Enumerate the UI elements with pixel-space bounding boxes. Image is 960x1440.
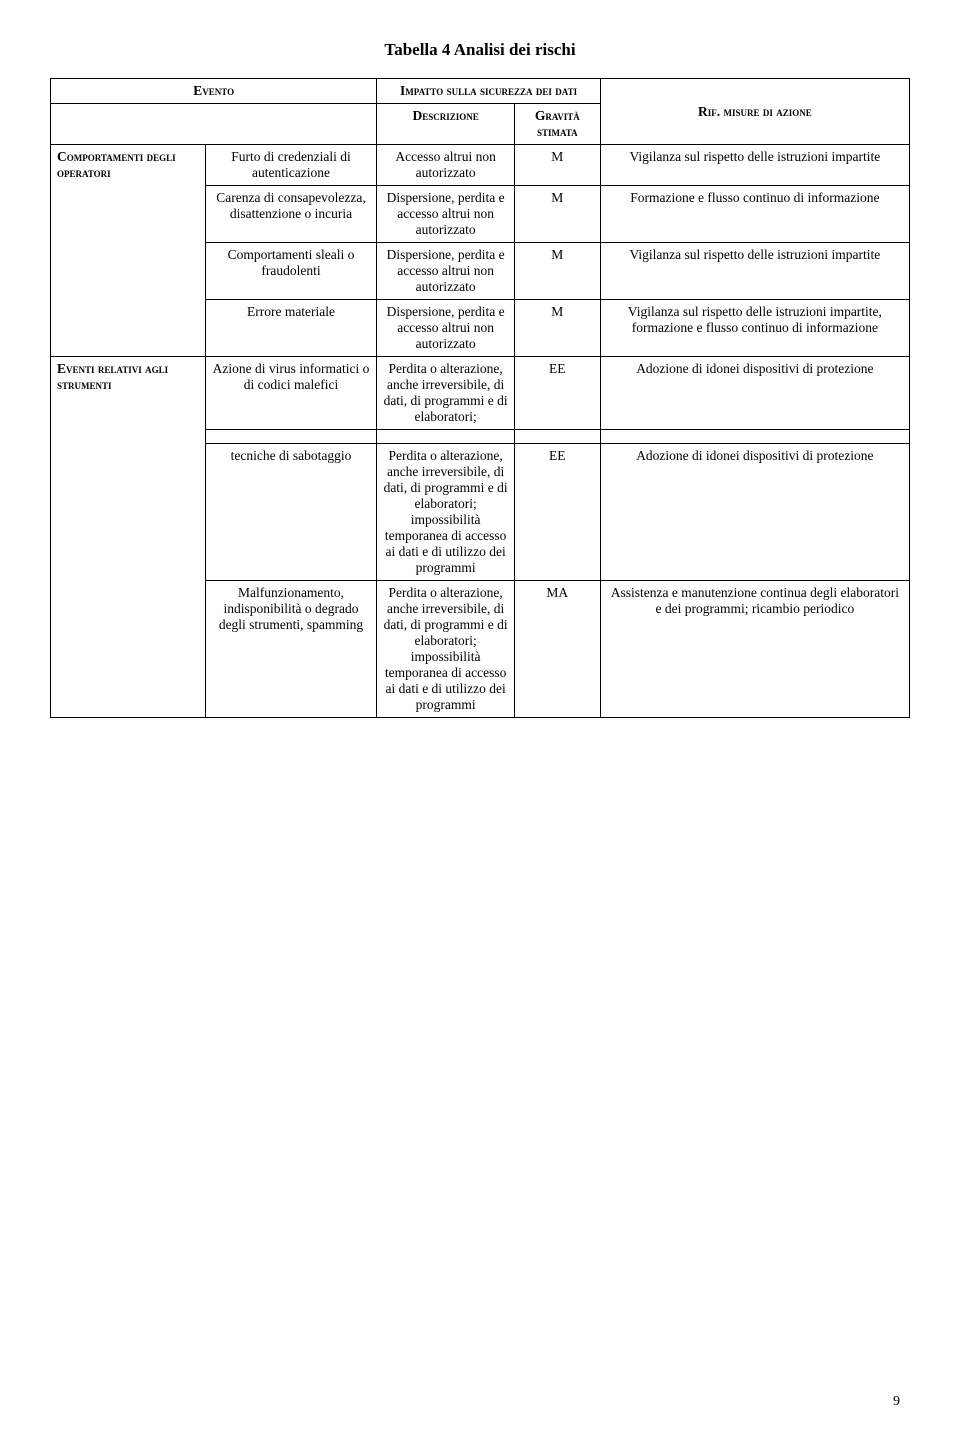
page-number: 9	[893, 1394, 900, 1410]
measure-cell: Vigilanza sul rispetto delle istruzioni …	[600, 243, 909, 300]
desc-cell: Perdita o alterazione, anche irreversibi…	[377, 444, 514, 581]
gravity-cell: M	[514, 186, 600, 243]
event-cell: Furto di credenziali di autenticazione	[205, 145, 377, 186]
desc-cell: Perdita o alterazione, anche irreversibi…	[377, 581, 514, 718]
table-title: Tabella 4 Analisi dei rischi	[50, 40, 910, 60]
table-row: Malfunzionamento, indisponibilità o degr…	[51, 581, 910, 718]
measure-cell: Vigilanza sul rispetto delle istruzioni …	[600, 300, 909, 357]
gravity-cell: M	[514, 243, 600, 300]
event-cell: Carenza di consapevolezza, disattenzione…	[205, 186, 377, 243]
measure-cell: Adozione di idonei dispositivi di protez…	[600, 444, 909, 581]
spacer-row	[51, 430, 910, 444]
header-impatto: Impatto sulla sicurezza dei dati	[377, 79, 600, 104]
event-cell: Errore materiale	[205, 300, 377, 357]
desc-cell: Perdita o alterazione, anche irreversibi…	[377, 357, 514, 430]
header-gravita: Gravità stimata	[514, 104, 600, 145]
gravity-cell: EE	[514, 357, 600, 430]
desc-cell: Dispersione, perdita e accesso altrui no…	[377, 300, 514, 357]
risk-table: Evento Impatto sulla sicurezza dei dati …	[50, 78, 910, 718]
table-row: tecniche di sabotaggio Perdita o alteraz…	[51, 444, 910, 581]
event-cell: Malfunzionamento, indisponibilità o degr…	[205, 581, 377, 718]
gravity-cell: MA	[514, 581, 600, 718]
gravity-cell: M	[514, 145, 600, 186]
category-instruments: Eventi relativi agli strumenti	[51, 357, 206, 430]
event-cell: tecniche di sabotaggio	[205, 444, 377, 581]
header-rif: Rif. misure di azione	[600, 79, 909, 145]
header-evento: Evento	[51, 79, 377, 104]
measure-cell: Formazione e flusso continuo di informaz…	[600, 186, 909, 243]
measure-cell: Assistenza e manutenzione continua degli…	[600, 581, 909, 718]
gravity-cell: EE	[514, 444, 600, 581]
desc-cell: Dispersione, perdita e accesso altrui no…	[377, 243, 514, 300]
header-row-1: Evento Impatto sulla sicurezza dei dati …	[51, 79, 910, 104]
measure-cell: Vigilanza sul rispetto delle istruzioni …	[600, 145, 909, 186]
event-cell: Comportamenti sleali o fraudolenti	[205, 243, 377, 300]
gravity-cell: M	[514, 300, 600, 357]
table-row: Eventi relativi agli strumenti Azione di…	[51, 357, 910, 430]
header-descrizione: Descrizione	[377, 104, 514, 145]
table-row: Comportamenti degli operatori Furto di c…	[51, 145, 910, 186]
category-operators: Comportamenti degli operatori	[51, 145, 206, 357]
measure-cell: Adozione di idonei dispositivi di protez…	[600, 357, 909, 430]
desc-cell: Dispersione, perdita e accesso altrui no…	[377, 186, 514, 243]
event-cell: Azione di virus informatici o di codici …	[205, 357, 377, 430]
desc-cell: Accesso altrui non autorizzato	[377, 145, 514, 186]
